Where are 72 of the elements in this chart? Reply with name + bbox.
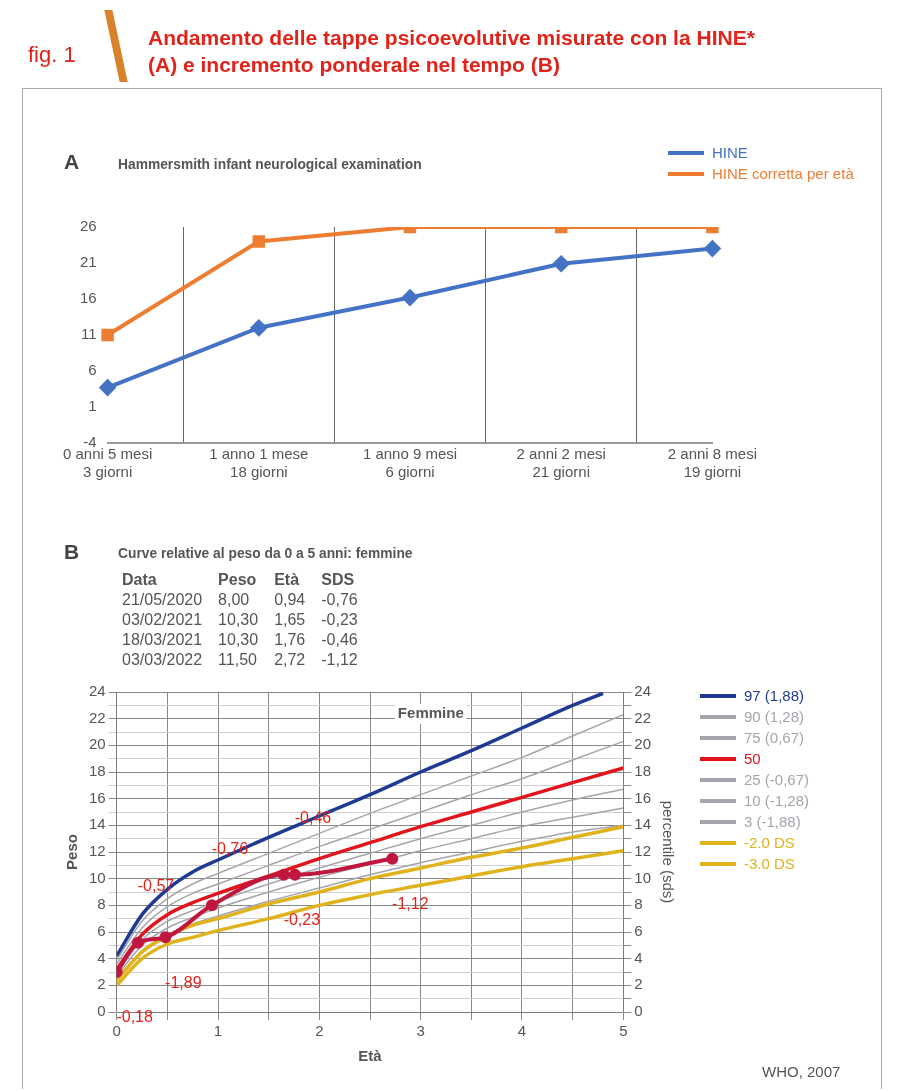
y-tick-label: 24: [89, 682, 106, 700]
x-tick-label: 5: [619, 1022, 628, 1040]
y-tick-label: 11: [81, 325, 97, 343]
annotation: -0,23: [283, 911, 321, 929]
legend-label: -2.0 DS: [744, 834, 795, 851]
y-tick-label: 2: [97, 975, 106, 993]
legend-label: 90 (1,28): [744, 708, 805, 725]
y-tick-label: 21: [79, 253, 97, 271]
text: 21/05/2020 8,00 0,94 -0,76: [122, 591, 358, 608]
y-tick-label: 8: [97, 895, 106, 913]
y-tick-label: 22: [89, 708, 106, 726]
y2-tick-label: 2: [634, 975, 643, 993]
chart-subtitle: Hammersmith infant neurological examination: [118, 155, 422, 172]
legend-label: 97 (1,88): [744, 687, 805, 704]
y-tick-label: 16: [89, 788, 106, 806]
y2-tick-label: 18: [634, 762, 651, 780]
y2-axis-title: percentile (sds): [659, 800, 677, 904]
y-tick-label: 10: [89, 868, 106, 886]
x-tick-label: 3: [416, 1022, 425, 1040]
text: 03/02/2021 10,30 1,65 -0,23: [122, 610, 359, 630]
x-tick-label: 2 anni 2 mesi 21 giorni: [516, 445, 606, 481]
y2-tick-label: 20: [634, 735, 651, 753]
y-tick-label: -4: [83, 433, 97, 451]
y-tick-label: 6: [88, 361, 97, 379]
text: WHO, 2007: [762, 1063, 841, 1080]
y2-tick-label: 22: [634, 708, 651, 726]
legend-label: 3 (-1,88): [744, 813, 801, 830]
text: 03/03/2022 11,50 2,72 -1,12: [122, 650, 359, 670]
y-tick-label: 6: [97, 922, 106, 940]
y-axis-title: Peso: [63, 834, 81, 870]
y2-tick-label: 4: [634, 948, 643, 966]
text: A: [64, 150, 80, 174]
x-tick-label: 2: [315, 1022, 324, 1040]
legend-label: HINE corretta per età: [712, 165, 854, 182]
y2-tick-label: 16: [634, 788, 651, 806]
y-tick-label: 14: [89, 815, 106, 833]
annotation: -1,12: [392, 895, 429, 913]
y2-tick-label: 0: [634, 1002, 643, 1020]
y2-tick-label: 8: [634, 895, 643, 913]
y-tick-label: 1: [88, 397, 97, 415]
x-tick-label: 2 anni 8 mesi 19 giorni: [667, 445, 757, 481]
y-tick-label: 12: [89, 842, 106, 860]
x-tick-label: 1: [213, 1022, 223, 1040]
x-tick-label: 4: [517, 1022, 527, 1040]
text: Femmine: [397, 704, 464, 722]
text: B: [64, 540, 80, 564]
annotation: -1,89: [165, 973, 202, 991]
legend-label: 10 (-1,28): [744, 792, 810, 809]
y2-tick-label: 6: [634, 922, 643, 940]
y-tick-label: 18: [89, 762, 106, 780]
legend-label: 50: [744, 750, 761, 767]
text: Data Peso Età SDS: [122, 571, 355, 588]
y2-tick-label: 14: [634, 815, 651, 833]
x-tick-label: 1 anno 9 mesi 6 giorni: [362, 445, 458, 481]
text: 18/03/2021 10,30 1,76 -0,46: [122, 630, 359, 650]
legend-label: -3.0 DS: [744, 855, 795, 872]
chart-title: Curve relative al peso da 0 a 5 anni: femmine: [118, 544, 413, 561]
y-tick-label: 20: [89, 735, 106, 753]
y2-tick-label: 10: [634, 868, 651, 886]
y-tick-label: 0: [97, 1002, 106, 1020]
chart-title: Andamento delle tappe psicoevolutive misurate con la HINE* (A) e incremento ponderale nel tempo (B): [148, 25, 756, 78]
y-tick-label: 4: [97, 948, 106, 966]
y2-tick-label: 12: [634, 842, 651, 860]
y-tick-label: 26: [79, 217, 97, 235]
y-tick-label: 16: [79, 289, 97, 307]
legend-label: 75 (0,67): [744, 729, 805, 746]
x-tick-label: 1 anno 1 mese 18 giorni: [209, 445, 309, 481]
caption: fig. 1: [28, 42, 76, 68]
x-axis-title: Età: [358, 1047, 383, 1065]
legend-label: 25 (-0,67): [744, 771, 810, 788]
y2-tick-label: 24: [634, 682, 651, 700]
legend-label: HINE: [712, 144, 748, 161]
